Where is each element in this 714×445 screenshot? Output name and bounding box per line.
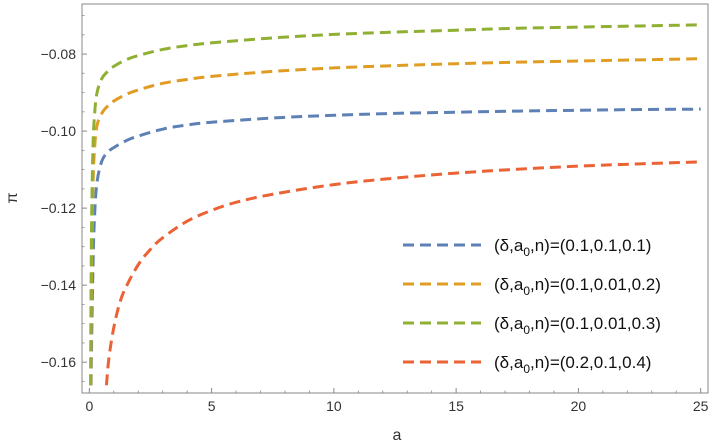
- x-tick-label: 15: [448, 398, 464, 414]
- y-tick-label: −0.08: [41, 46, 77, 62]
- legend-text-pre: (δ,a: [494, 353, 524, 372]
- x-tick-label: 20: [571, 398, 587, 414]
- legend-text-sub: 0: [523, 245, 530, 259]
- x-tick-label: 0: [85, 398, 93, 414]
- series-line-4: [104, 160, 701, 386]
- legend-entry-1: (δ,a0,n)=(0.1,0.1,0.1): [494, 236, 651, 259]
- legend-entry-3: (δ,a0,n)=(0.1,0.01,0.3): [494, 314, 661, 337]
- x-tick-label: 25: [693, 398, 709, 414]
- series-line-2: [89, 57, 701, 386]
- series-line-1: [89, 107, 701, 386]
- legend-text-sub: 0: [523, 323, 530, 337]
- series-layer: [89, 23, 701, 386]
- y-axis-label: π: [4, 192, 21, 203]
- x-tick-label: 5: [208, 398, 216, 414]
- legend-text-sub: 0: [523, 362, 530, 376]
- y-tick-label: −0.10: [41, 123, 77, 139]
- legend-entry-2: (δ,a0,n)=(0.1,0.01,0.2): [494, 275, 661, 298]
- x-tick-label: 10: [326, 398, 342, 414]
- x-axis-ticks: 0 5 10 15 20 25: [85, 388, 709, 414]
- y-tick-label: −0.12: [41, 200, 77, 216]
- legend: (δ,a0,n)=(0.1,0.1,0.1)(δ,a0,n)=(0.1,0.01…: [403, 236, 661, 376]
- y-tick-label: −0.14: [41, 277, 77, 293]
- series-line-3: [89, 23, 701, 386]
- legend-entry-4: (δ,a0,n)=(0.2,0.1,0.4): [494, 353, 651, 376]
- legend-text-sub: 0: [523, 284, 530, 298]
- legend-text-post: ,n)=(0.1,0.01,0.3): [530, 314, 661, 333]
- legend-text-post: ,n)=(0.1,0.1,0.1): [530, 236, 651, 255]
- legend-text-pre: (δ,a: [494, 275, 524, 294]
- legend-text-pre: (δ,a: [494, 314, 524, 333]
- y-axis-ticks: −0.16 −0.14 −0.12 −0.10 −0.08: [41, 15, 87, 382]
- legend-text-post: ,n)=(0.2,0.1,0.4): [530, 353, 651, 372]
- y-tick-label: −0.16: [41, 354, 77, 370]
- plot-frame: [81, 3, 709, 394]
- legend-text-post: ,n)=(0.1,0.01,0.2): [530, 275, 661, 294]
- x-axis-label: a: [393, 427, 402, 444]
- legend-text-pre: (δ,a: [494, 236, 524, 255]
